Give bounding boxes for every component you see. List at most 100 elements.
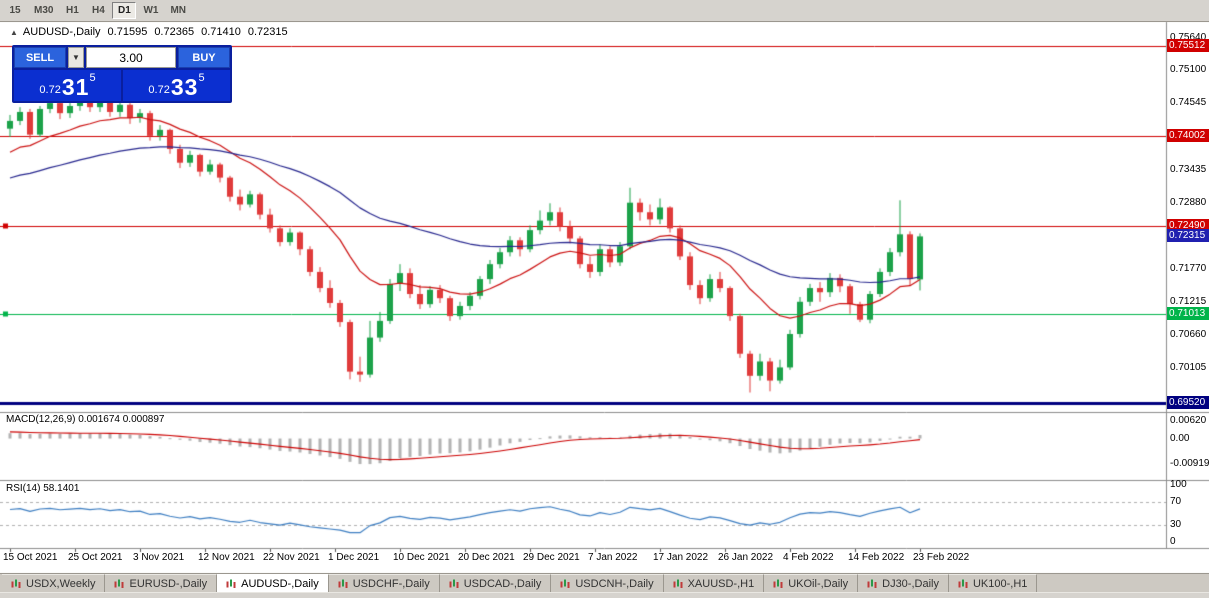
time-axis-label: 10 Dec 2021 xyxy=(393,552,450,563)
bid-price-button[interactable]: 0.72 31 5 xyxy=(14,70,121,101)
rsi-axis-tick: 30 xyxy=(1170,518,1182,530)
bid-price-prefix: 0.72 xyxy=(39,84,61,96)
timeframe-button-h1[interactable]: H1 xyxy=(60,2,85,19)
time-axis-label: 3 Nov 2021 xyxy=(133,552,185,563)
chart-tab-label: UKOil-,Daily xyxy=(788,577,849,590)
chart-tab-bar: USDX,Weekly EURUSD-,Daily AUDUSD-,Daily USD… xyxy=(0,573,1209,592)
chart-tab-label: DJ30-,Daily xyxy=(882,577,939,590)
time-axis-label: 7 Jan 2022 xyxy=(588,552,638,563)
chart-tab-eurusd-daily[interactable]: EURUSD-,Daily xyxy=(105,574,218,592)
candlestick-chart-icon xyxy=(673,579,683,589)
ohlc-close-value: 0.72315 xyxy=(247,26,288,38)
candlestick-chart-icon xyxy=(11,579,21,589)
macd-axis-tick: 0.00620 xyxy=(1170,415,1207,427)
time-axis-label: 12 Nov 2021 xyxy=(198,552,255,563)
timeframe-button-h4[interactable]: H4 xyxy=(86,2,111,19)
chart-tab-usdcad-daily[interactable]: USDCAD-,Daily xyxy=(439,574,552,592)
bid-price-big-digits: 31 xyxy=(61,74,90,100)
chart-tab-usdx-weekly[interactable]: USDX,Weekly xyxy=(2,574,106,592)
time-axis-label: 25 Oct 2021 xyxy=(68,552,123,563)
ask-price-pipette: 5 xyxy=(198,72,205,84)
price-axis-tick: 0.72880 xyxy=(1170,196,1207,208)
price-axis-tick: 0.70660 xyxy=(1170,329,1207,341)
chart-tab-uk100-h1[interactable]: UK100-,H1 xyxy=(948,574,1038,592)
chart-tab-label: USDX,Weekly xyxy=(26,577,96,590)
candlestick-chart-icon xyxy=(226,579,236,589)
time-axis-label: 29 Dec 2021 xyxy=(523,552,580,563)
price-badge-support-line-2: 0.69520 xyxy=(1167,396,1209,410)
candlestick-chart-icon xyxy=(867,579,877,589)
price-badge-current-price: 0.72315 xyxy=(1167,229,1209,243)
status-strip xyxy=(0,592,1209,598)
price-axis-tick: 0.71770 xyxy=(1170,262,1207,274)
macd-axis-tick: -0.00919 xyxy=(1170,458,1209,470)
chart-tab-label: UK100-,H1 xyxy=(972,577,1028,590)
price-axis-tick: 0.74545 xyxy=(1170,97,1207,109)
time-axis-label: 4 Feb 2022 xyxy=(783,552,834,563)
timeframe-button-m30[interactable]: M30 xyxy=(29,2,59,19)
chart-tab-xauusd-h1[interactable]: XAUUSD-,H1 xyxy=(663,574,765,592)
candlestick-chart-icon xyxy=(773,579,783,589)
timeframe-button-15[interactable]: 15 xyxy=(3,2,27,19)
time-axis-label: 14 Feb 2022 xyxy=(848,552,905,563)
price-axis-tick: 0.70105 xyxy=(1170,362,1207,374)
rsi-axis-tick: 70 xyxy=(1170,496,1182,508)
timeframe-toolbar: 15 M30 H1 H4 D1 W1 MN xyxy=(0,0,1209,22)
macd-indicator-label: MACD(12,26,9) 0.001674 0.000897 xyxy=(6,414,165,425)
time-axis-label: 17 Jan 2022 xyxy=(653,552,709,563)
time-axis-label: 20 Dec 2021 xyxy=(458,552,515,563)
rsi-axis-tick: 0 xyxy=(1170,536,1176,547)
time-axis-label: 22 Nov 2021 xyxy=(263,552,320,563)
chart-tab-label: USDCHF-,Daily xyxy=(352,577,430,590)
symbol-period-label: AUDUSD-,Daily xyxy=(22,26,101,38)
price-badge-resistance-line-1: 0.75512 xyxy=(1167,38,1209,52)
price-axis-tick: 0.73435 xyxy=(1170,163,1207,175)
time-axis-label: 1 Dec 2021 xyxy=(328,552,380,563)
collapse-panel-icon[interactable]: ▲ xyxy=(10,27,18,37)
chart-tab-usdchf-daily[interactable]: USDCHF-,Daily xyxy=(328,574,440,592)
candlestick-chart-icon xyxy=(114,579,124,589)
rsi-indicator-label: RSI(14) 58.1401 xyxy=(6,483,80,494)
price-axis-tick: 0.75100 xyxy=(1170,64,1207,76)
macd-axis-tick: 0.00 xyxy=(1170,432,1190,444)
candlestick-chart-icon xyxy=(449,579,459,589)
candlestick-chart-icon xyxy=(338,579,348,589)
chart-tab-label: EURUSD-,Daily xyxy=(129,577,208,590)
ohlc-low-value: 0.71410 xyxy=(201,26,241,38)
chart-tab-usdcnh-daily[interactable]: USDCNH-,Daily xyxy=(551,574,664,592)
price-axis-tick: 0.75640 xyxy=(1170,31,1207,43)
timeframe-button-w1[interactable]: W1 xyxy=(138,2,164,19)
ask-price-button[interactable]: 0.72 33 5 xyxy=(123,70,230,101)
one-click-trading-panel: SELL ▼ BUY 0.72 31 5 0.72 33 5 xyxy=(12,45,232,103)
chart-tab-label: XAUUSD-,H1 xyxy=(687,577,755,590)
chart-tab-ukoil-daily[interactable]: UKOil-,Daily xyxy=(764,574,859,592)
time-axis-label: 23 Feb 2022 xyxy=(913,552,970,563)
ask-price-big-digits: 33 xyxy=(170,74,199,100)
timeframe-button-mn[interactable]: MN xyxy=(165,2,192,19)
chart-tab-label: USDCAD-,Daily xyxy=(463,577,542,590)
time-axis-label: 26 Jan 2022 xyxy=(718,552,774,563)
ohlc-high-value: 0.72365 xyxy=(154,26,195,38)
ohlc-open-value: 0.71595 xyxy=(107,26,148,38)
candlestick-chart-icon xyxy=(958,579,968,589)
sell-button[interactable]: SELL xyxy=(14,47,66,68)
chart-tab-audusd-daily[interactable]: AUDUSD-,Daily xyxy=(217,574,329,592)
volume-input[interactable] xyxy=(86,47,176,68)
candlestick-chart-icon xyxy=(560,579,570,589)
buy-button[interactable]: BUY xyxy=(178,47,230,68)
price-axis-tick: 0.71215 xyxy=(1170,296,1207,308)
chart-tab-dj30-daily[interactable]: DJ30-,Daily xyxy=(858,574,949,592)
chart-header: ▲ AUDUSD-,Daily 0.71595 0.72365 0.71410 … xyxy=(10,26,288,38)
price-badge-resistance-line-3: 0.72490 xyxy=(1167,218,1209,232)
timeframe-button-d1[interactable]: D1 xyxy=(112,2,137,19)
chart-tab-label: USDCNH-,Daily xyxy=(575,577,654,590)
chart-tab-label: AUDUSD-,Daily xyxy=(241,577,319,590)
chevron-down-icon: ▼ xyxy=(72,53,80,62)
price-badge-support-line-1: 0.71013 xyxy=(1167,307,1209,321)
volume-dropdown-button[interactable]: ▼ xyxy=(68,47,84,68)
bid-price-pipette: 5 xyxy=(89,72,96,84)
time-axis-label: 15 Oct 2021 xyxy=(3,552,58,563)
price-badge-resistance-line-2: 0.74002 xyxy=(1167,128,1209,142)
